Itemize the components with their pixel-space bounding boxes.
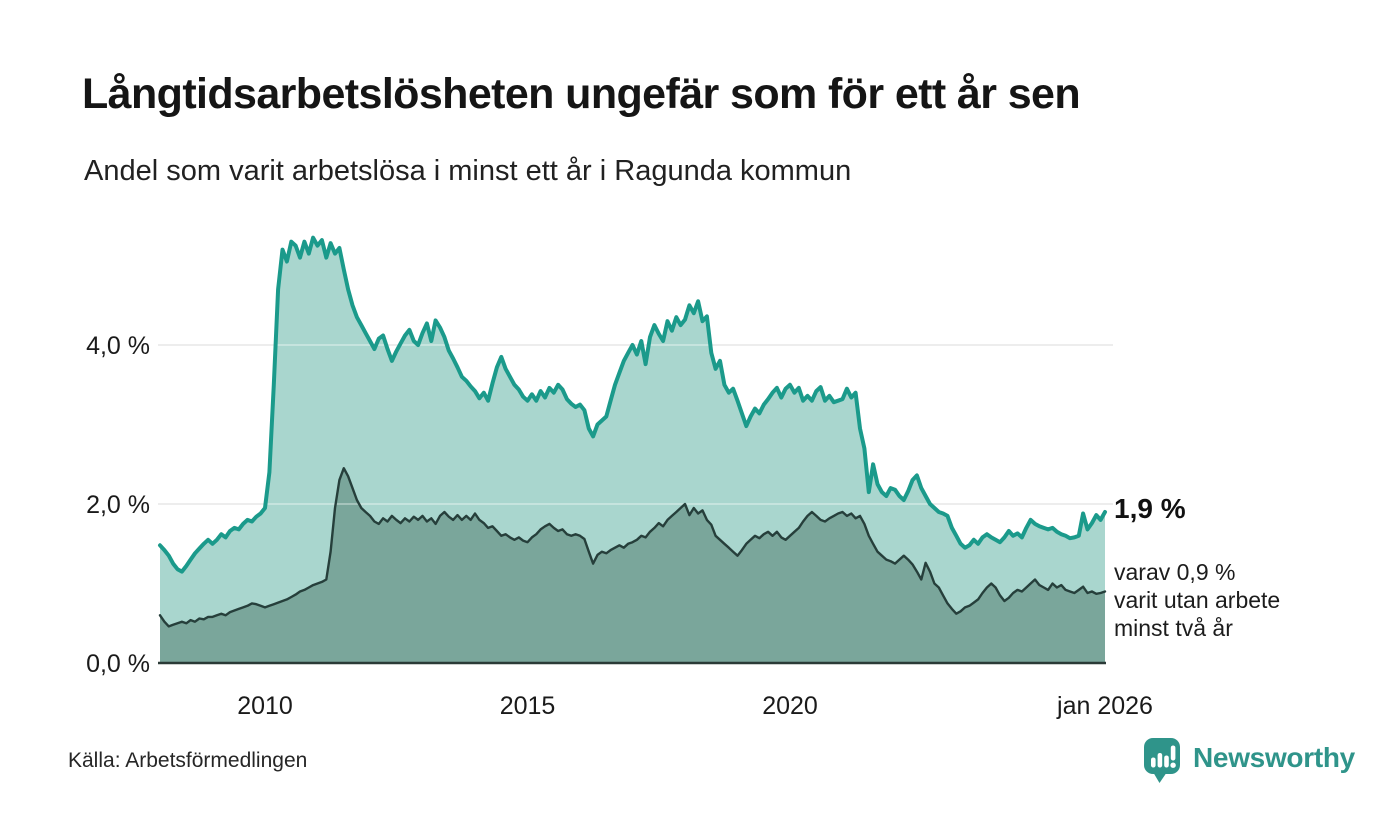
x-tick-label: jan 2026 [1056, 692, 1153, 720]
x-tick-label: 2020 [762, 692, 818, 720]
brand-name: Newsworthy [1193, 742, 1355, 773]
page-title: Långtidsarbetslösheten ungefär som för e… [82, 70, 1081, 118]
end-note-label: varav 0,9 % varit utan arbete minst två … [1114, 558, 1280, 642]
note-line-3: minst två år [1114, 615, 1233, 641]
note-line-2: varit utan arbete [1114, 587, 1281, 613]
brand-logo: Newsworthy [1141, 735, 1355, 787]
y-tick-label: 0,0 % [86, 650, 150, 678]
x-tick-label: 2010 [237, 692, 293, 720]
chart-subtitle: Andel som varit arbetslösa i minst ett å… [84, 155, 852, 187]
source-label: Källa: Arbetsförmedlingen [68, 749, 308, 772]
x-tick-label: 2015 [500, 692, 556, 720]
note-line-1: varav 0,9 % [1114, 559, 1236, 585]
y-tick-label: 2,0 % [86, 491, 150, 519]
y-tick-label: 4,0 % [86, 332, 150, 360]
speech-bubble-bar-chart-icon [1144, 738, 1180, 783]
end-value-label: 1,9 % [1114, 493, 1186, 524]
